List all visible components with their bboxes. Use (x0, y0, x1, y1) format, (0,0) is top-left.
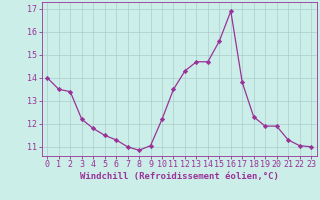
X-axis label: Windchill (Refroidissement éolien,°C): Windchill (Refroidissement éolien,°C) (80, 172, 279, 181)
